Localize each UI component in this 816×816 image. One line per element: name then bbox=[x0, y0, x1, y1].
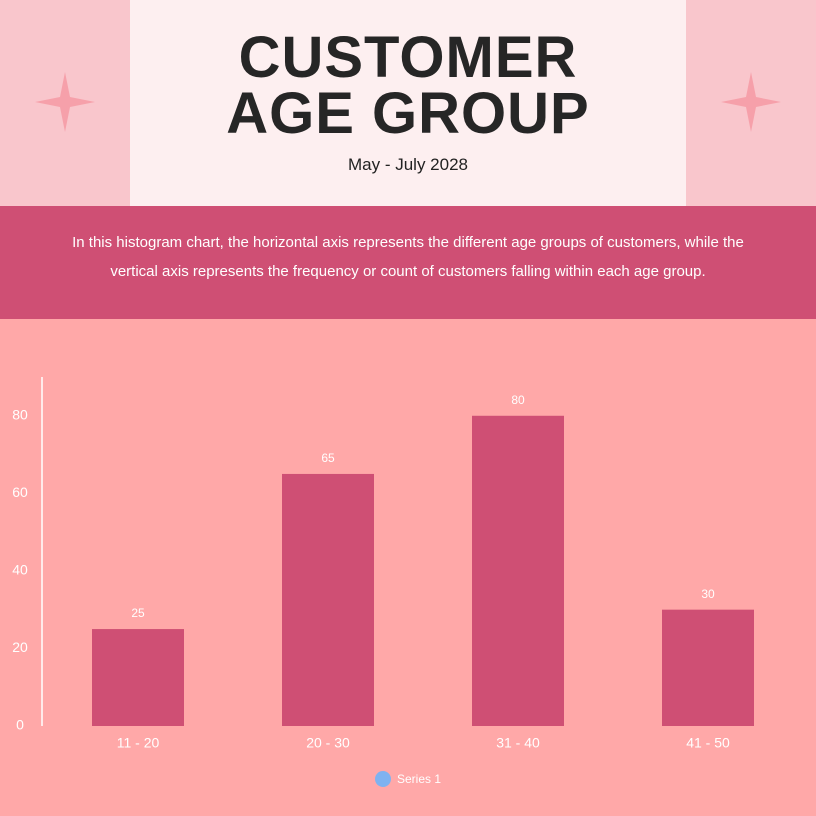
data-label: 30 bbox=[701, 587, 715, 601]
data-label: 65 bbox=[321, 451, 335, 465]
star bbox=[35, 72, 95, 132]
bar bbox=[472, 415, 564, 726]
x-tick-label: 41 - 50 bbox=[686, 735, 730, 751]
bar bbox=[662, 609, 754, 726]
subtitle: May - July 2028 bbox=[348, 155, 468, 174]
y-tick-label: 40 bbox=[12, 562, 28, 578]
description-bg bbox=[0, 206, 816, 319]
x-tick-label: 20 - 30 bbox=[306, 735, 350, 751]
bar bbox=[282, 473, 374, 726]
x-tick-label: 11 - 20 bbox=[117, 735, 160, 751]
data-label: 80 bbox=[511, 393, 525, 407]
description: In this histogram chart, the horizontal … bbox=[72, 234, 744, 280]
header-panel bbox=[130, 0, 686, 206]
bar bbox=[92, 629, 184, 726]
y-tick-label: 60 bbox=[12, 484, 28, 500]
title: CUSTOMER AGE GROUP bbox=[226, 25, 590, 146]
legend-marker bbox=[375, 771, 391, 787]
y-tick-label: 80 bbox=[12, 406, 28, 422]
y-tick-label: 0 bbox=[16, 717, 24, 733]
plot-bg bbox=[0, 319, 816, 816]
legend-label: Series 1 bbox=[397, 772, 441, 786]
data-label: 25 bbox=[131, 606, 145, 620]
star bbox=[721, 72, 781, 132]
y-tick-label: 20 bbox=[12, 639, 28, 655]
x-tick-label: 31 - 40 bbox=[496, 735, 540, 751]
